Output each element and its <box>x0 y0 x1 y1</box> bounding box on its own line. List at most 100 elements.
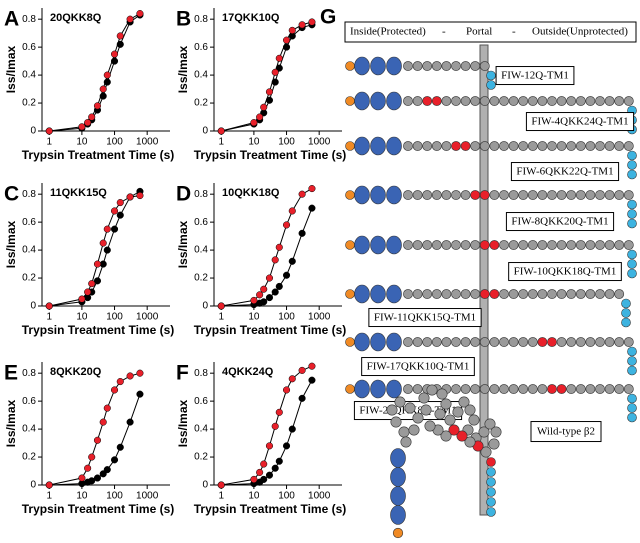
residue <box>431 190 442 200</box>
residue <box>394 396 406 408</box>
header-dash: - <box>442 26 446 38</box>
residue <box>575 141 586 151</box>
residue <box>470 61 481 71</box>
residue <box>489 96 500 106</box>
x-tick-label: 100 <box>106 312 123 323</box>
panel-label: A <box>4 8 19 31</box>
x-tick-label: 1 <box>46 491 52 502</box>
residue <box>627 199 637 210</box>
x-tick-label: 100 <box>106 137 123 148</box>
residue <box>480 446 492 458</box>
construct-label: FIW-6QKK22Q-TM1 <box>516 166 613 178</box>
x-tick-label: 100 <box>106 491 123 502</box>
residue <box>345 61 355 71</box>
header-inside: Inside(Protected) <box>350 26 426 38</box>
residue <box>403 384 413 394</box>
tm-residue <box>354 136 370 156</box>
residue <box>499 384 509 394</box>
residue <box>440 430 452 442</box>
residue <box>460 289 471 299</box>
data-point <box>88 113 96 121</box>
data-point <box>265 442 274 450</box>
residue <box>490 426 502 438</box>
residue <box>627 169 637 180</box>
tm-residue <box>370 284 386 304</box>
residue <box>460 141 471 151</box>
data-point <box>250 119 258 127</box>
data-point <box>282 221 291 229</box>
data-point <box>103 71 111 79</box>
x-axis-label: Trypsin Treatment Time (s) <box>22 148 175 162</box>
residue <box>486 467 496 477</box>
construct-label: FIW-17QKK10Q-TM1 <box>367 361 470 373</box>
residue <box>478 426 490 438</box>
residue <box>479 190 490 200</box>
residue <box>547 190 557 200</box>
residue <box>585 384 596 394</box>
residue <box>614 190 625 200</box>
residue <box>460 61 471 71</box>
residue <box>404 402 416 414</box>
residue <box>604 289 615 299</box>
residue <box>595 384 605 394</box>
residue <box>345 240 355 250</box>
residue <box>604 337 615 347</box>
residue <box>595 337 605 347</box>
residue <box>508 337 519 347</box>
fit-curve <box>221 379 313 486</box>
residue <box>575 190 586 200</box>
residue <box>412 337 423 347</box>
residue <box>460 384 471 394</box>
residue <box>418 392 430 404</box>
residue <box>547 337 557 347</box>
data-point <box>116 443 124 451</box>
residue <box>537 190 548 200</box>
data-point <box>99 85 107 93</box>
data-point <box>126 372 134 380</box>
y-tick-label: 0 <box>30 126 36 137</box>
tm-residue <box>370 235 386 255</box>
residue <box>527 190 538 200</box>
residue <box>345 289 355 299</box>
residue <box>627 249 637 260</box>
tm-residue <box>370 379 386 399</box>
panel-label: E <box>4 362 18 385</box>
residue <box>518 384 529 394</box>
residue <box>422 96 433 106</box>
data-point <box>110 207 119 215</box>
data-point <box>93 436 102 444</box>
residue <box>627 259 637 269</box>
data-point <box>88 477 96 485</box>
residue <box>547 384 557 394</box>
fit-curve <box>49 14 141 132</box>
data-point <box>298 21 306 29</box>
y-tick-label: 0.4 <box>194 424 208 435</box>
residue <box>470 337 481 347</box>
chart-title: 8QKK20Q <box>50 366 102 378</box>
data-point <box>78 123 86 131</box>
chart-title: 20QKK8Q <box>50 12 102 24</box>
data-point <box>271 68 279 76</box>
residue <box>434 408 446 420</box>
data-point <box>271 256 279 264</box>
tm-residue <box>386 185 402 205</box>
residue <box>537 96 548 106</box>
residue <box>623 240 634 250</box>
residue <box>556 96 567 106</box>
residue <box>556 190 567 200</box>
residue <box>458 396 470 408</box>
residue <box>484 418 496 430</box>
residue <box>451 240 461 250</box>
fit-curve <box>221 24 313 132</box>
y-axis-label: Iss/Imax <box>4 45 18 93</box>
y-tick-label: 0.4 <box>22 70 36 81</box>
residue <box>460 96 471 106</box>
chart-title: 4QKK24Q <box>222 366 274 378</box>
tm-residue <box>386 91 402 111</box>
y-axis-label: Iss/Imax <box>176 399 190 447</box>
residue <box>623 337 634 347</box>
tm-residue <box>370 91 386 111</box>
data-point <box>256 113 264 121</box>
residue <box>489 337 500 347</box>
data-point <box>45 481 53 489</box>
